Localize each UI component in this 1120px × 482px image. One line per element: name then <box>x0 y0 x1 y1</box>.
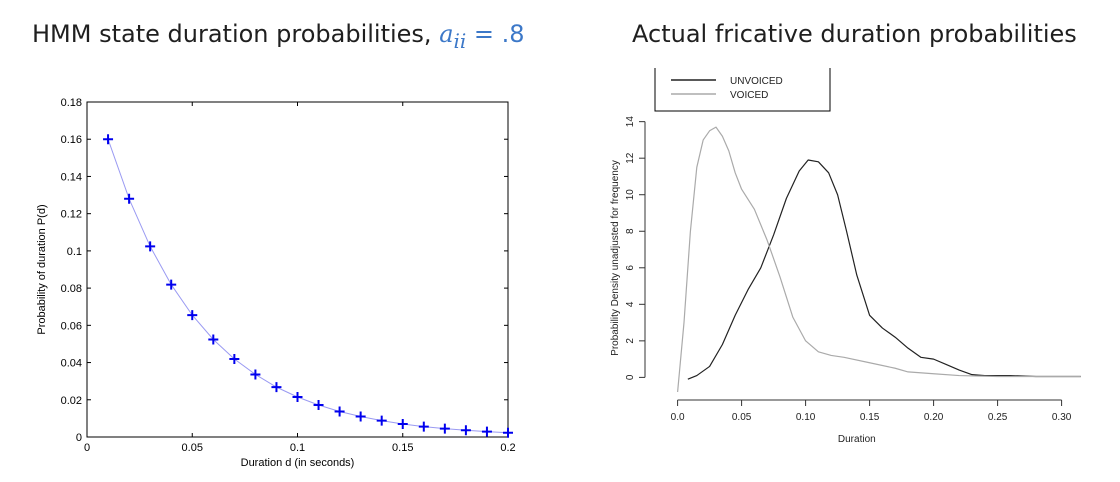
left-y-tick-label: 0.02 <box>61 395 82 407</box>
left-data-point-marker <box>376 415 387 426</box>
left-y-tick-label: 0 <box>76 432 82 444</box>
left-data-point-marker <box>124 193 135 204</box>
right-y-tick-label: 12 <box>625 152 636 164</box>
left-y-tick-label: 0.18 <box>61 97 82 109</box>
right-y-tick-label: 10 <box>625 189 636 201</box>
left-series-line <box>107 139 509 434</box>
left-x-tick-label: 0 <box>84 442 90 454</box>
left-title-math-rest: = .8 <box>466 20 525 48</box>
right-x-tick-label: 0.10 <box>796 412 816 423</box>
left-y-tick-label: 0.14 <box>61 171 82 183</box>
left-title-math-var: a <box>439 20 454 48</box>
left-data-point-marker <box>145 241 156 252</box>
left-data-point-marker <box>397 418 408 429</box>
right-y-tick-label: 14 <box>625 116 636 128</box>
right-y-tick-label: 4 <box>625 301 636 307</box>
left-data-point-marker <box>250 369 261 380</box>
right-x-tick-label: 0.0 <box>671 412 685 423</box>
left-y-axis-label: Probability of duration P(d) <box>36 204 48 334</box>
left-y-tick-label: 0.04 <box>61 358 82 370</box>
right-x-tick-label: 0.25 <box>988 412 1008 423</box>
left-data-point-marker <box>439 423 450 434</box>
left-data-point-marker <box>166 279 177 290</box>
left-data-point-marker <box>460 425 471 436</box>
left-title-text: HMM state duration probabilities, <box>32 20 440 48</box>
right-x-tick-label: 0.30 <box>1052 412 1072 423</box>
right-legend-label-voiced: VOICED <box>730 90 768 101</box>
left-data-point-marker <box>103 134 114 145</box>
right-y-tick-label: 6 <box>625 265 636 271</box>
right-y-tick-label: 8 <box>625 228 636 234</box>
left-plot-frame <box>86 101 509 438</box>
right-y-axis-label: Probability Density unadjusted for frequ… <box>610 160 621 356</box>
left-x-axis-label: Duration d (in seconds) <box>241 457 355 469</box>
left-data-point-marker <box>208 334 219 345</box>
left-x-tick-label: 0.15 <box>392 442 413 454</box>
right-legend-box <box>654 68 831 112</box>
left-y-tick-label: 0.08 <box>61 283 82 295</box>
left-data-point-marker <box>418 421 429 432</box>
left-y-tick-label: 0.12 <box>61 209 82 221</box>
right-x-tick-label: 0.20 <box>924 412 944 423</box>
left-y-tick-label: 0.06 <box>61 320 82 332</box>
left-data-point-marker <box>355 411 366 422</box>
left-x-tick-label: 0.2 <box>500 442 515 454</box>
left-chart-title: HMM state duration probabilities, aii = … <box>32 20 525 53</box>
right-chart-title: Actual fricative duration probabilities <box>632 20 1077 48</box>
left-y-tick-label: 0.1 <box>67 246 82 258</box>
right-x-axis-label: Duration <box>838 434 876 445</box>
left-x-tick-label: 0.1 <box>290 442 305 454</box>
right-series-line-unvoiced <box>687 159 1081 380</box>
left-data-point-marker <box>503 427 513 438</box>
right-legend-label-unvoiced: UNVOICED <box>730 76 783 87</box>
right-y-tick-label: 2 <box>625 338 636 344</box>
right-x-tick-label: 0.15 <box>860 412 880 423</box>
left-y-tick-label: 0.16 <box>61 134 82 146</box>
left-data-point-marker <box>334 406 345 417</box>
left-data-point-marker <box>313 399 324 410</box>
right-y-tick-label: 0 <box>625 374 636 380</box>
right-x-tick-label: 0.05 <box>732 412 752 423</box>
right-series-line-voiced <box>677 126 1081 393</box>
left-data-point-marker <box>229 354 240 365</box>
left-x-tick-label: 0.05 <box>182 442 203 454</box>
left-data-point-marker <box>292 391 303 402</box>
left-data-point-marker <box>187 310 198 321</box>
left-data-point-marker <box>481 426 492 437</box>
left-title-math-sub: ii <box>453 28 467 53</box>
left-data-point-marker <box>271 382 282 393</box>
